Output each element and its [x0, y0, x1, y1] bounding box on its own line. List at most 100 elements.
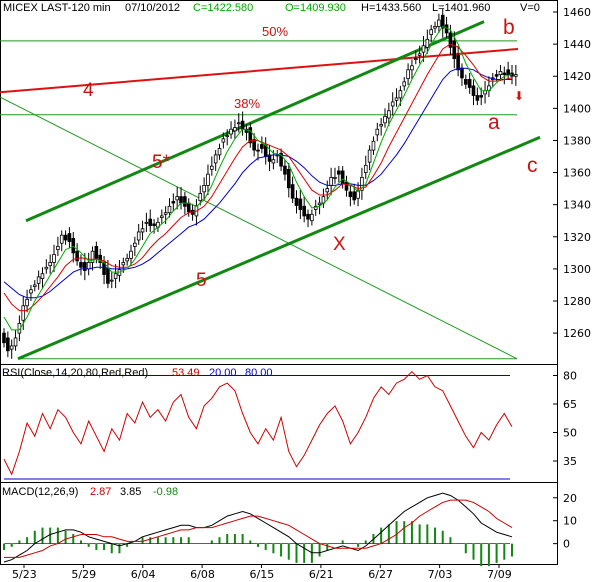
date-label: 07/10/2012	[125, 2, 180, 14]
candle-body	[148, 218, 153, 226]
rsi-tick-label: 50	[563, 427, 577, 440]
candle-body	[144, 221, 149, 224]
candle-body	[40, 273, 45, 279]
candle-body	[6, 337, 10, 352]
price-tick-label: 1360	[563, 167, 591, 180]
price-tick-label: 1320	[563, 231, 591, 244]
candle-body	[333, 176, 337, 179]
candle-body	[337, 170, 341, 175]
candle-body	[179, 196, 183, 204]
symbol-label: MICEX LAST-120 min	[3, 2, 111, 14]
price-tick-label: 1420	[563, 70, 591, 83]
candle-body	[198, 193, 203, 202]
candle-body	[306, 213, 310, 220]
price-panel-frame	[0, 0, 558, 365]
candle-body	[90, 250, 95, 263]
macd-line	[3, 492, 513, 563]
price-tick-label: 1340	[563, 199, 591, 212]
candle-body	[471, 85, 476, 96]
candle-body	[67, 233, 72, 242]
candle-body	[363, 164, 368, 173]
wave-5-label: 5	[196, 270, 207, 291]
candle-body	[498, 71, 503, 76]
candle-body	[83, 262, 87, 271]
candle-body	[479, 95, 484, 98]
candle-body	[413, 58, 418, 60]
volume-label: V=0	[520, 2, 540, 14]
candle-body	[348, 191, 353, 198]
candle-body	[13, 337, 18, 347]
candle-body	[75, 250, 79, 262]
candle-body	[140, 228, 145, 233]
macd-panel-frame	[0, 482, 558, 565]
candle-body	[317, 202, 322, 206]
macd-tick-label: 10	[563, 515, 577, 528]
x-tick-label: 6/08	[190, 568, 215, 581]
candle-body	[425, 38, 430, 48]
candle-body	[136, 231, 141, 241]
candle-body	[229, 128, 233, 135]
x-axis-ticks: 5/23 5/29 6/04 6/08 6/15 6/21 6/27 7/03 7/09	[12, 564, 512, 581]
candle-body	[390, 101, 395, 107]
ma-fast-line	[3, 25, 513, 331]
price-tick-label: 1300	[563, 263, 591, 276]
candle-body	[440, 14, 445, 29]
candle-body	[356, 189, 360, 199]
candle-body	[283, 165, 287, 175]
candle-body	[352, 191, 357, 201]
candle-body	[36, 276, 41, 284]
ma-slow-line	[3, 67, 512, 299]
candle-body	[448, 32, 453, 48]
candle-body	[437, 19, 441, 27]
wave-x-label: X	[333, 234, 346, 255]
candle-body	[514, 74, 518, 77]
candle-body	[210, 165, 214, 170]
candle-body	[379, 124, 383, 127]
candle-body	[2, 332, 6, 344]
price-tick-label: 1400	[563, 102, 591, 115]
candle-body	[502, 72, 507, 76]
candle-body	[271, 159, 276, 164]
moving-averages	[3, 25, 513, 331]
candle-body	[125, 258, 129, 262]
candle-body	[9, 345, 14, 350]
candle-body	[256, 149, 260, 152]
candle-body	[25, 298, 29, 307]
candle-body	[98, 254, 103, 263]
candle-body	[429, 29, 433, 35]
rsi-high-level: 80.00	[245, 367, 273, 379]
x-tick-label: 5/29	[71, 568, 96, 581]
wave-c-label: c	[527, 154, 538, 177]
candle-body	[32, 284, 37, 287]
wave-a-label: a	[488, 111, 500, 134]
candle-body	[63, 234, 68, 241]
candle-body	[267, 154, 272, 162]
x-tick-label: 7/03	[428, 568, 453, 581]
candle-body	[129, 250, 133, 259]
wave-b-label: b	[503, 16, 515, 39]
candle-body	[286, 168, 291, 189]
macd-signal-value: 3.85	[120, 486, 141, 498]
x-tick-label: 5/23	[12, 568, 37, 581]
x-tick-label: 6/21	[309, 568, 334, 581]
macd-tick-label: 0	[563, 538, 570, 551]
candle-body	[233, 127, 237, 132]
candle-body	[159, 215, 164, 218]
candle-body	[167, 205, 172, 214]
candle-body	[71, 237, 76, 254]
down-arrow-icon: ⬇	[514, 89, 524, 103]
rsi-title: RSI(Close,14,20,80,Red,Red)	[2, 367, 148, 379]
candle-body	[113, 273, 118, 279]
candle-body	[298, 198, 303, 210]
candle-body	[294, 197, 299, 206]
candle-body	[433, 26, 437, 29]
candle-body	[398, 90, 403, 99]
ma-mid-line	[3, 43, 513, 312]
candle-body	[252, 139, 256, 151]
rsi-tick-label: 80	[563, 370, 577, 383]
wave-5-star-label: 5*	[152, 152, 171, 173]
fib-38-label: 38%	[234, 96, 260, 111]
candle-body	[86, 262, 91, 270]
macd-value: 2.87	[90, 486, 111, 498]
